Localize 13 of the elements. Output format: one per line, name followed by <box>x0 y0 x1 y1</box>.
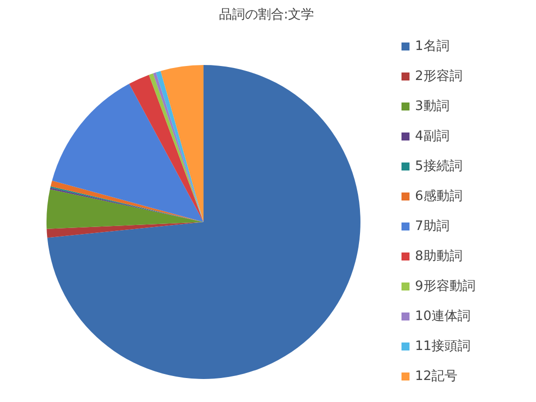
legend-label: 10連体詞 <box>415 308 471 326</box>
legend-label: 2形容詞 <box>415 68 462 86</box>
chart-title: 品詞の割合:文学 <box>218 8 314 22</box>
legend-label: 3動詞 <box>415 98 450 116</box>
legend-label: 4副詞 <box>415 128 450 146</box>
legend-label: 11接頭詞 <box>415 338 471 356</box>
legend-label: 12記号 <box>415 368 458 386</box>
legend-label: 7助詞 <box>415 218 450 236</box>
legend-label: 1名詞 <box>415 38 450 56</box>
legend-label: 9形容動詞 <box>415 278 476 296</box>
legend-label: 8助動詞 <box>415 248 462 266</box>
legend-label: 6感動詞 <box>415 188 462 206</box>
legend-label: 5接続詞 <box>415 158 462 176</box>
